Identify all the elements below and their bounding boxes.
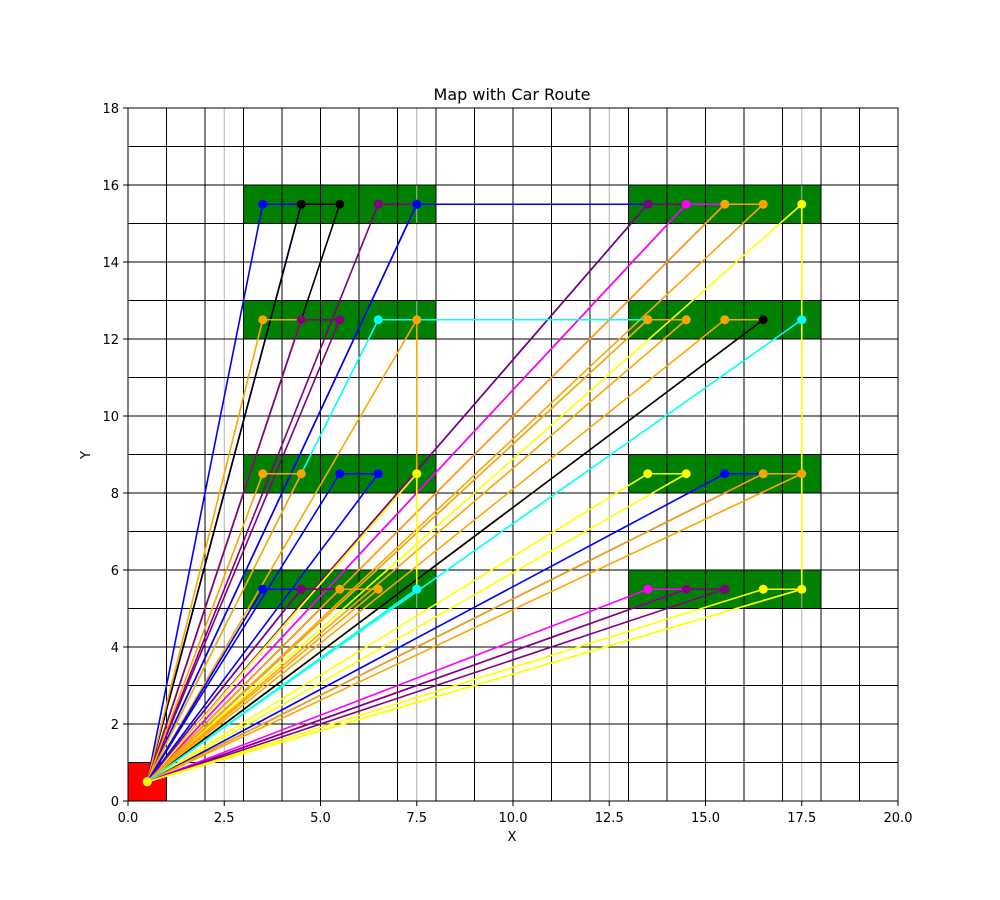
route-19-point-2 (412, 469, 422, 479)
route-25-point-2 (335, 584, 345, 594)
route-line-17 (146, 472, 303, 783)
route-20-point-2 (643, 469, 653, 479)
route-12-point-2 (412, 315, 422, 325)
route-13-point-2 (643, 315, 653, 325)
route-14-point-2 (720, 315, 730, 325)
route-25-point-3 (373, 584, 383, 594)
route-20-point-3 (681, 469, 691, 479)
x-tick-label: 2.5 (214, 811, 235, 826)
route-2-point-2 (296, 199, 306, 209)
route-line-15 (146, 319, 764, 783)
y-tick-label: 0 (111, 795, 119, 810)
route-4-point-2 (412, 199, 422, 209)
route-10-point-3 (296, 315, 306, 325)
route-2-point-3 (335, 199, 345, 209)
route-18-point-3 (373, 469, 383, 479)
y-axis-label: Y (79, 451, 94, 460)
route-13-point-3 (681, 315, 691, 325)
route-6-point-3 (681, 199, 691, 209)
y-tick-label: 4 (111, 641, 119, 656)
chart-title: Map with Car Route (434, 85, 591, 104)
route-3-point-2 (373, 199, 383, 209)
route-9-point-2 (258, 315, 268, 325)
y-tick-label: 2 (111, 718, 119, 733)
route-27-point-2 (643, 584, 653, 594)
y-tick-label: 14 (102, 256, 119, 271)
ticks-layer: 0.0 2.5 5.0 7.5 10.0 12.5 15.0 17.5 20.0 0 2 4 6 8 10 1… (102, 102, 912, 826)
route-1-point-2 (258, 199, 268, 209)
route-7-point-2 (758, 199, 768, 209)
y-tick-label: 10 (102, 410, 119, 425)
route-line-18 (146, 472, 380, 783)
route-11-point-2 (373, 315, 383, 325)
x-tick-label: 0.0 (118, 811, 139, 826)
x-axis-label: X (508, 830, 517, 845)
route-5-point-2 (643, 199, 653, 209)
y-tick-label: 8 (111, 487, 119, 502)
x-tick-label: 5.0 (310, 811, 331, 826)
route-24-point-2 (296, 584, 306, 594)
route-line-28 (146, 588, 726, 783)
route-28-point-3 (720, 584, 730, 594)
y-tick-label: 6 (111, 564, 119, 579)
routes-layer (142, 199, 807, 787)
route-26-point-2 (412, 584, 422, 594)
route-21-point-2 (720, 469, 730, 479)
y-tick-label: 16 (102, 179, 119, 194)
route-17-point-3 (296, 469, 306, 479)
route-7-point-3 (720, 199, 730, 209)
x-tick-label: 20.0 (884, 811, 913, 826)
y-tick-label: 12 (102, 333, 119, 348)
route-line-22 (146, 472, 803, 783)
route-18-point-2 (335, 469, 345, 479)
x-tick-label: 7.5 (406, 811, 427, 826)
route-28-point-2 (681, 584, 691, 594)
route-line-25 (146, 588, 380, 783)
route-line-7 (146, 203, 765, 783)
route-23-point-2 (258, 584, 268, 594)
route-29-point-3 (797, 584, 807, 594)
route-29-point-4 (142, 777, 152, 787)
route-line-20 (146, 472, 688, 783)
route-10-point-2 (335, 315, 345, 325)
route-29-point-2 (758, 584, 768, 594)
route-16-point-3 (797, 315, 807, 325)
route-8-point-2 (797, 199, 807, 209)
y-tick-label: 18 (102, 102, 119, 117)
route-line-29 (147, 588, 803, 783)
route-15-point-2 (758, 315, 768, 325)
route-22-point-2 (758, 469, 768, 479)
x-tick-label: 15.0 (691, 811, 720, 826)
x-tick-label: 17.5 (787, 811, 816, 826)
x-tick-label: 12.5 (595, 811, 624, 826)
route-22-point-3 (797, 469, 807, 479)
x-tick-label: 10.0 (499, 811, 528, 826)
route-17-point-2 (258, 469, 268, 479)
route-line-10 (146, 318, 341, 783)
plot-frame (127, 107, 899, 802)
